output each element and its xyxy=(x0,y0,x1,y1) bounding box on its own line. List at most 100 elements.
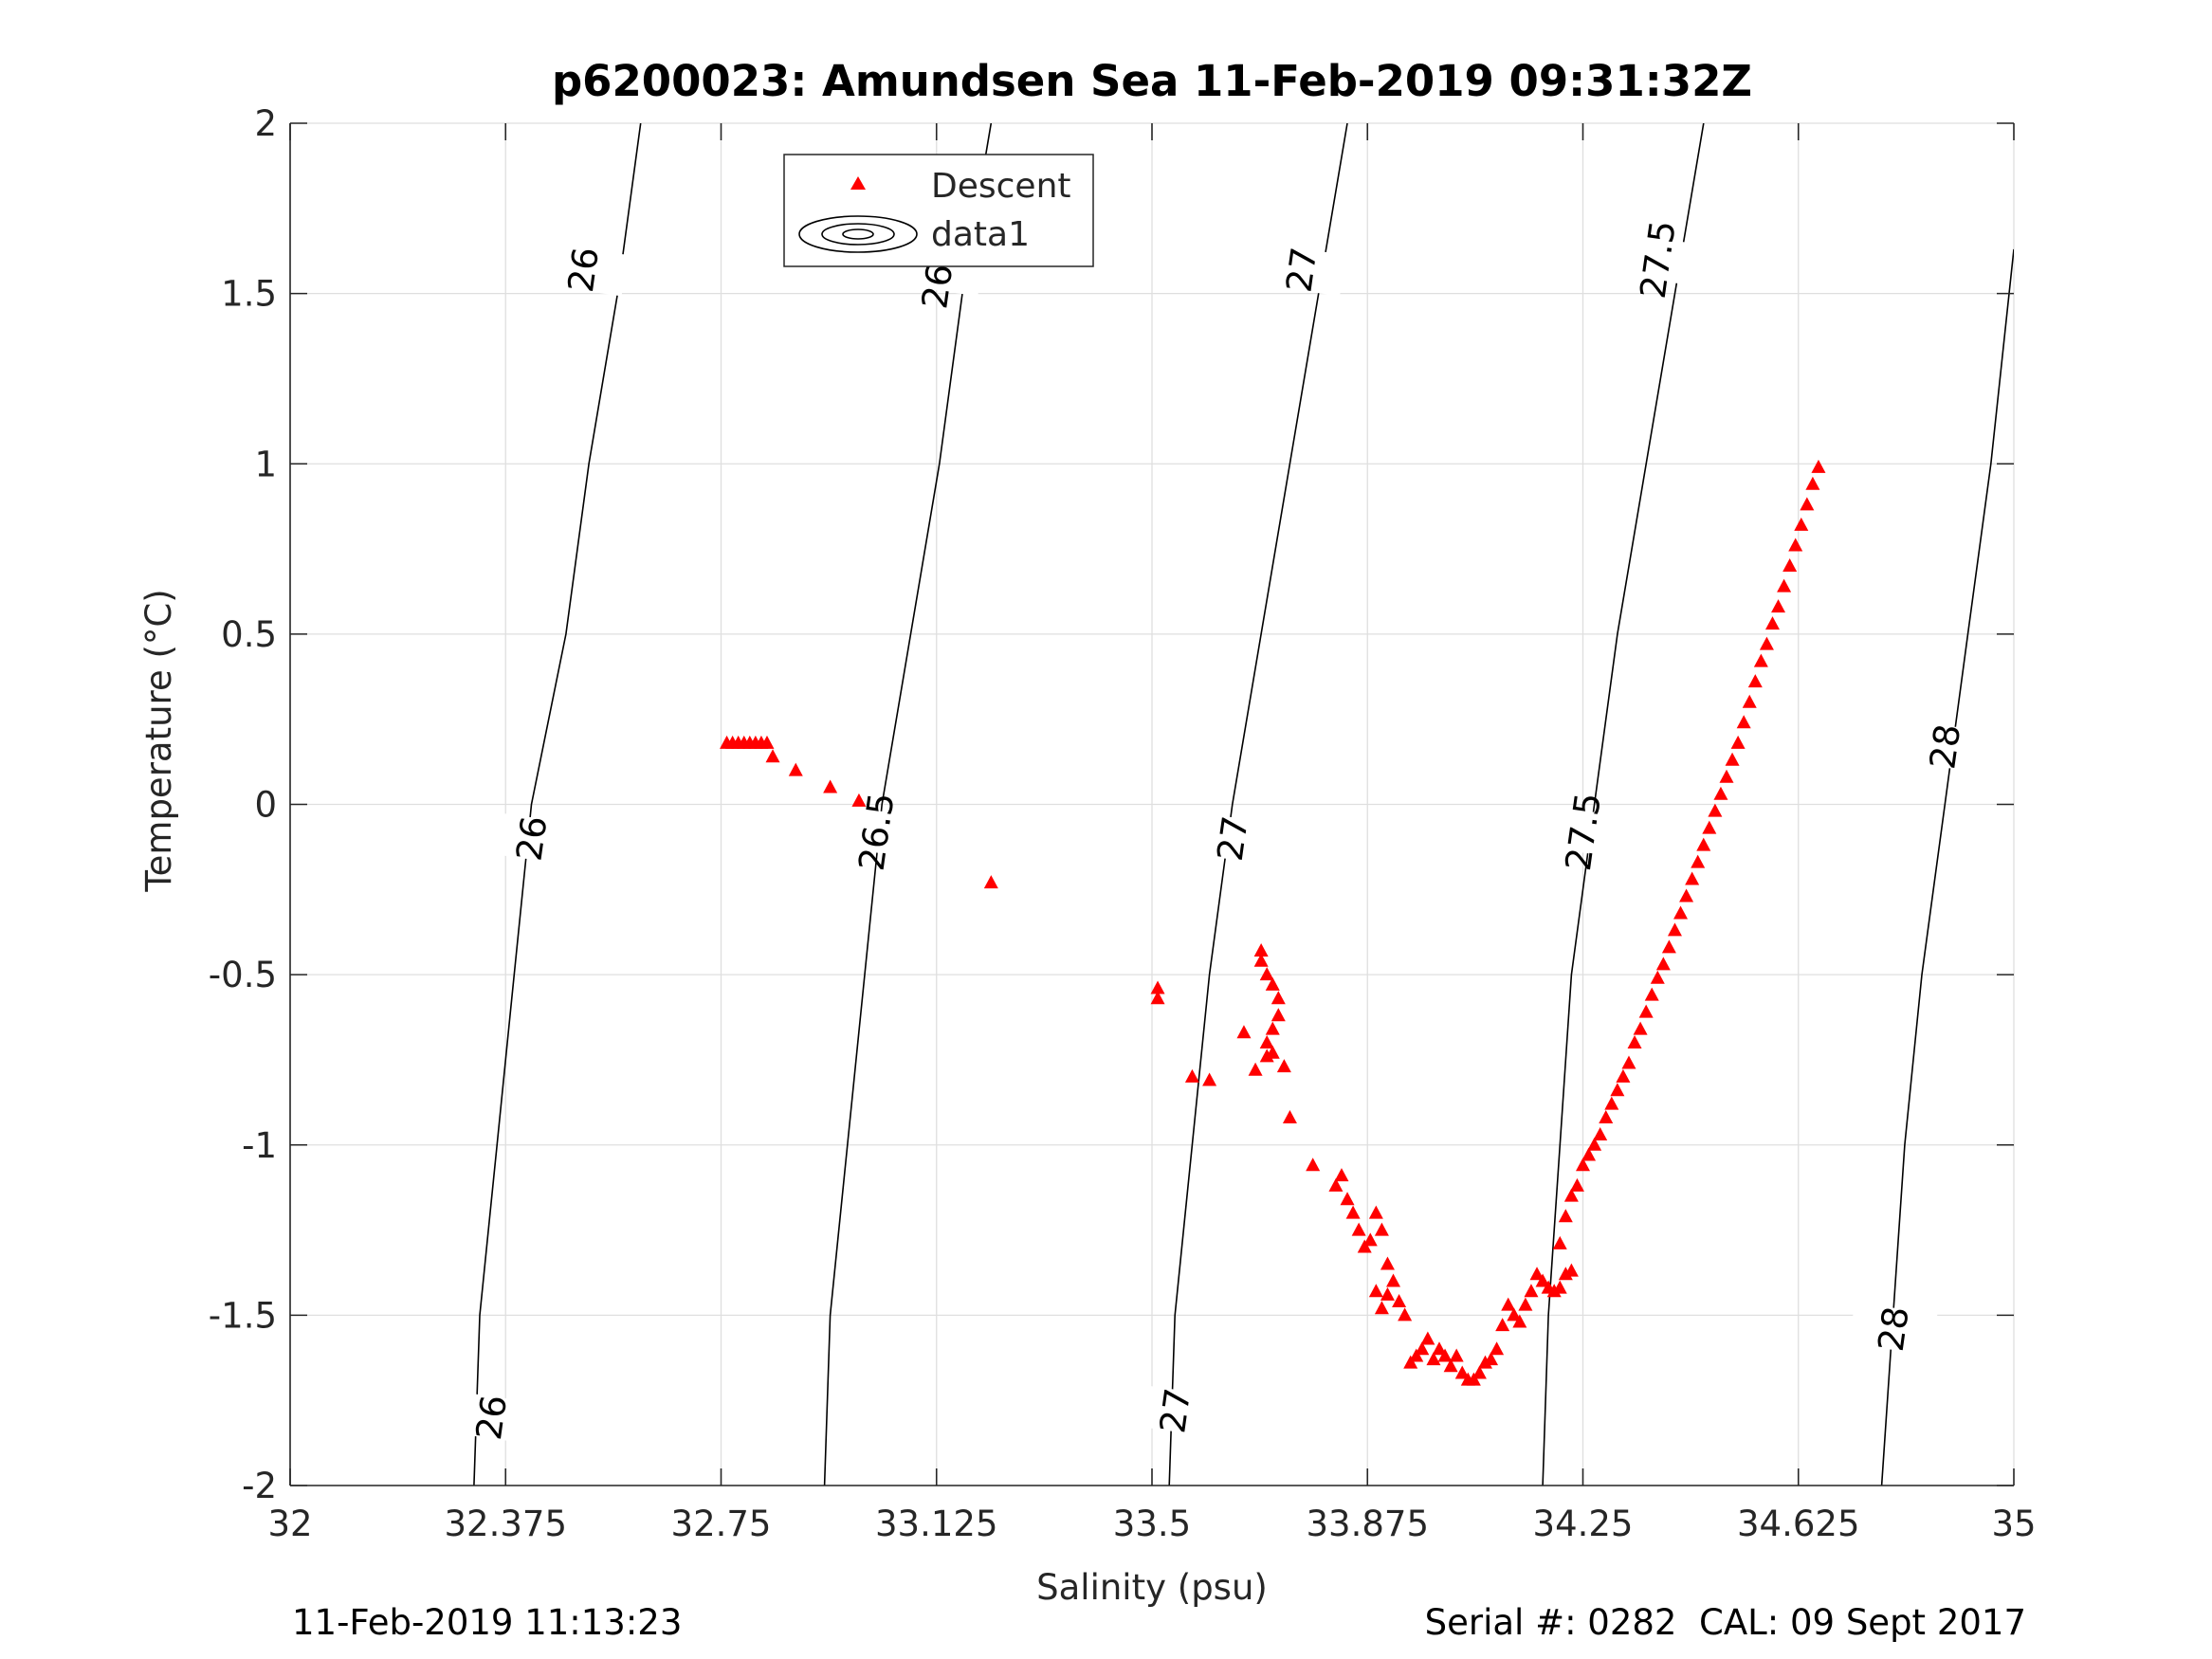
descent-point xyxy=(1374,1301,1389,1315)
footer-timestamp: 11-Feb-2019 11:13:23 xyxy=(292,1602,683,1643)
descent-point xyxy=(1708,803,1723,817)
descent-point xyxy=(1437,1348,1453,1362)
descent-point xyxy=(1259,967,1274,981)
x-tick-label: 33.5 xyxy=(1113,1504,1191,1544)
descent-point xyxy=(1800,497,1815,511)
x-tick-label: 32.75 xyxy=(671,1504,772,1544)
x-tick-label: 34.25 xyxy=(1533,1504,1634,1544)
descent-point xyxy=(1691,854,1706,868)
descent-point xyxy=(1593,1126,1608,1140)
contour-label: 26 xyxy=(508,813,555,864)
descent-point xyxy=(1811,459,1826,473)
contour-label: 26 xyxy=(468,1393,515,1443)
footer-serial: Serial #: 0282 CAL: 09 Sept 2017 xyxy=(1424,1602,2026,1643)
descent-point xyxy=(1484,1352,1499,1366)
y-tick-label: -1.5 xyxy=(209,1295,277,1336)
descent-point xyxy=(1334,1168,1349,1182)
descent-point xyxy=(1655,957,1671,971)
x-tick-label: 35 xyxy=(1991,1504,2036,1544)
descent-point xyxy=(1403,1355,1418,1369)
y-tick-label: -2 xyxy=(242,1466,277,1506)
descent-point xyxy=(1271,1008,1286,1022)
descent-point xyxy=(1747,674,1763,688)
descent-point xyxy=(1357,1239,1372,1253)
descent-point xyxy=(1563,1188,1579,1202)
descent-point xyxy=(1282,1110,1297,1124)
descent-point xyxy=(1552,1280,1567,1294)
descent-point xyxy=(1558,1209,1573,1223)
descent-point xyxy=(1351,1222,1366,1236)
isopycnal-line xyxy=(1542,123,1705,1486)
descent-point xyxy=(1552,1235,1567,1249)
descent-point xyxy=(983,875,998,889)
descent-point xyxy=(1742,694,1757,708)
descent-point xyxy=(1380,1286,1395,1301)
legend-data1-label: data1 xyxy=(931,215,1030,254)
descent-point xyxy=(1581,1147,1597,1161)
descent-point xyxy=(1420,1331,1435,1345)
descent-point xyxy=(1627,1034,1642,1048)
descent-point xyxy=(1650,970,1665,984)
descent-point xyxy=(1759,636,1774,650)
descent-point xyxy=(1524,1284,1539,1298)
descent-point xyxy=(1340,1192,1355,1206)
descent-point xyxy=(1477,1355,1492,1369)
descent-point xyxy=(1736,715,1751,729)
descent-point xyxy=(1392,1294,1407,1308)
contour-label-bg xyxy=(447,1391,536,1445)
descent-point xyxy=(1259,1034,1274,1048)
descent-point xyxy=(1328,1177,1344,1192)
contour-label-bg xyxy=(486,811,576,866)
descent-point xyxy=(1713,786,1728,800)
descent-point xyxy=(1236,1025,1252,1039)
descent-point xyxy=(1667,922,1682,937)
descent-point xyxy=(1563,1263,1579,1277)
descent-point xyxy=(1202,1072,1217,1086)
descent-markers xyxy=(720,459,1826,1386)
isopycnal-line xyxy=(823,123,993,1486)
descent-point xyxy=(1576,1158,1590,1172)
descent-point xyxy=(1398,1307,1413,1322)
descent-point xyxy=(1184,1068,1199,1083)
descent-point xyxy=(1259,1048,1274,1063)
descent-point xyxy=(1673,905,1689,920)
contour-label: 28 xyxy=(1871,1304,1917,1355)
descent-point xyxy=(1661,939,1676,954)
contour-label-bg xyxy=(539,243,628,297)
axes xyxy=(289,122,2015,1486)
descent-point xyxy=(1616,1068,1631,1083)
descent-point xyxy=(1374,1222,1389,1236)
y-tick-label: 0.5 xyxy=(221,614,277,655)
y-axis-label: Temperature (°C) xyxy=(138,589,179,892)
descent-point xyxy=(823,779,838,793)
contour-label-bg xyxy=(1613,232,1702,286)
descent-point xyxy=(1777,578,1792,592)
isopycnal-line xyxy=(473,123,642,1486)
descent-point xyxy=(1150,991,1165,1005)
descent-point xyxy=(1638,1004,1654,1018)
descent-point xyxy=(1472,1365,1487,1379)
descent-point xyxy=(1248,1062,1263,1076)
descent-point xyxy=(1685,871,1700,885)
descent-point xyxy=(1306,1158,1321,1172)
descent-point xyxy=(1276,1059,1291,1073)
x-tick-label: 34.625 xyxy=(1737,1504,1859,1544)
contour-label: 28 xyxy=(1922,721,1968,772)
y-tick-label: 2 xyxy=(254,103,277,144)
descent-point xyxy=(765,749,780,763)
descent-point xyxy=(1764,616,1780,630)
descent-point xyxy=(1679,888,1694,902)
descent-point xyxy=(1253,942,1269,957)
descent-point xyxy=(1558,1267,1573,1281)
descent-point xyxy=(1386,1273,1401,1287)
descent-point xyxy=(1518,1297,1533,1311)
contour-label-bg xyxy=(1188,811,1277,866)
descent-point xyxy=(1753,653,1768,667)
descent-point xyxy=(1788,538,1803,552)
x-tick-label: 33.875 xyxy=(1307,1504,1429,1544)
descent-point xyxy=(851,793,867,807)
descent-point xyxy=(1696,837,1711,851)
descent-point xyxy=(1587,1137,1602,1151)
descent-point xyxy=(1546,1284,1562,1298)
